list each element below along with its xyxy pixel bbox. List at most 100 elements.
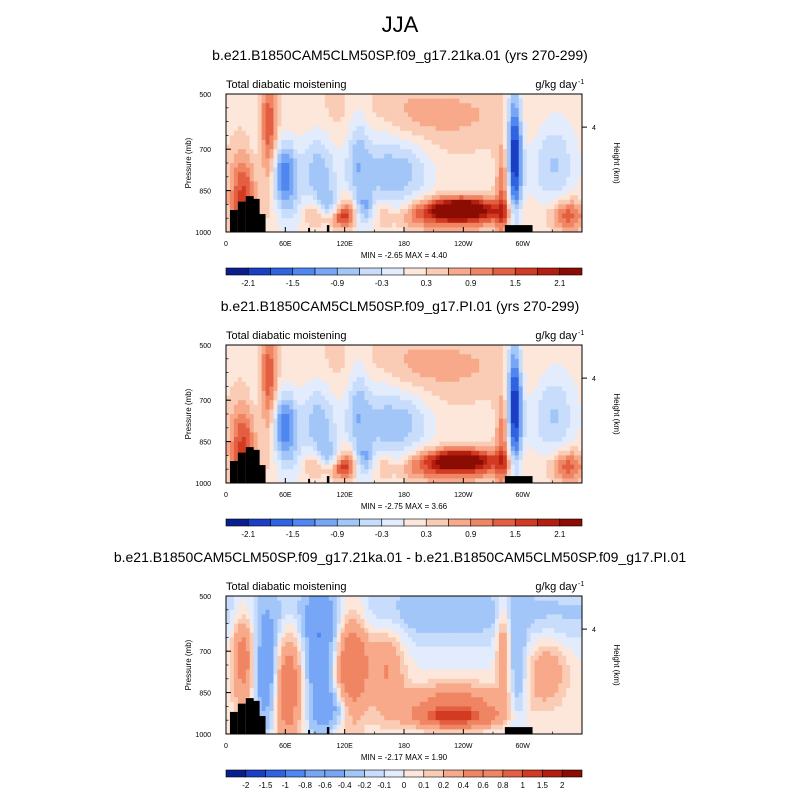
heatmap-cell (233, 414, 239, 419)
heatmap-cell (522, 199, 528, 205)
heatmap-cell (534, 158, 539, 164)
heatmap-cell (301, 94, 306, 99)
heatmap-cell (249, 163, 255, 168)
heatmap-cell (502, 372, 508, 378)
heatmap-cell (309, 172, 314, 178)
heatmap-cell (368, 149, 373, 155)
heatmap-cell (463, 363, 468, 369)
heatmap-cell (554, 126, 559, 132)
heatmap-cell (443, 372, 448, 378)
heatmap-cell (396, 112, 401, 118)
heatmap-cell (376, 107, 381, 113)
heatmap-cell (297, 441, 302, 447)
heatmap-cell (285, 473, 290, 479)
heatmap-cell (372, 163, 377, 168)
heatmap-cell (546, 222, 551, 228)
heatmap-cell (530, 181, 535, 187)
heatmap-cell (309, 209, 314, 214)
heatmap-cell (483, 218, 488, 224)
heatmap-cell (241, 358, 247, 364)
heatmap-cell (384, 400, 389, 406)
heatmap-cell (320, 363, 326, 369)
heatmap-cell (479, 222, 484, 228)
heatmap-cell (427, 363, 433, 369)
heatmap-cell (479, 409, 484, 415)
heatmap-cell (455, 418, 460, 424)
colorbar-box (292, 267, 316, 276)
heatmap-cell (554, 94, 559, 99)
heatmap-cell (313, 354, 318, 360)
heatmap-cell (324, 199, 330, 205)
heatmap-cell (368, 427, 373, 433)
heatmap-cell (407, 227, 413, 233)
heatmap-cell (273, 395, 278, 401)
heatmap-cell (340, 358, 346, 364)
heatmap-cell (368, 130, 373, 136)
heatmap-cell (578, 130, 583, 136)
heatmap-cell (226, 149, 231, 155)
heatmap-cell (348, 117, 353, 122)
heatmap-cell (364, 358, 369, 364)
heatmap-cell (336, 209, 342, 214)
heatmap-cell (423, 222, 429, 228)
heatmap-cell (514, 130, 520, 136)
heatmap-cell (502, 204, 508, 210)
heatmap-cell (340, 112, 346, 118)
heatmap-cell (309, 199, 314, 205)
heatmap-cell (384, 190, 389, 196)
heatmap-cell (522, 107, 528, 113)
heatmap-cell (407, 409, 413, 415)
heatmap-cell (368, 172, 373, 178)
heatmap-cell (404, 418, 409, 424)
heatmap-cell (471, 172, 476, 178)
heatmap-cell (269, 121, 274, 127)
heatmap-cell (253, 386, 259, 392)
heatmap-cell (368, 94, 373, 99)
heatmap-cell (277, 363, 282, 369)
heatmap-cell (435, 121, 440, 127)
heatmap-cell (498, 98, 504, 104)
heatmap-cell (360, 414, 365, 419)
heatmap-cell (427, 455, 433, 461)
heatmap-cell (538, 190, 543, 196)
heatmap-cell (380, 473, 385, 479)
heatmap-cell (455, 227, 460, 233)
heatmap-cell (506, 218, 512, 224)
heatmap-cell (494, 149, 500, 155)
heatmap-cell (336, 478, 342, 484)
heatmap-cell (566, 190, 571, 196)
heatmap-cell (514, 427, 520, 433)
heatmap-cell (491, 213, 496, 219)
heatmap-cell (526, 195, 531, 201)
heatmap-cell (277, 204, 282, 210)
heatmap-cell (356, 381, 361, 387)
heatmap-cell (344, 130, 350, 136)
heatmap-cell (265, 432, 270, 438)
heatmap-cell (491, 121, 496, 127)
heatmap-cell (344, 103, 350, 109)
heatmap-cell (451, 450, 456, 456)
heatmap-cell (435, 414, 440, 419)
heatmap-cell (419, 400, 425, 406)
heatmap-cell (471, 163, 476, 168)
heatmap-cell (494, 418, 500, 424)
heatmap-cell (411, 195, 417, 201)
heatmap-cell (384, 372, 389, 378)
heatmap-cell (344, 112, 350, 118)
heatmap-cell (241, 368, 247, 373)
heatmap-cell (233, 446, 239, 452)
heatmap-cell (356, 418, 361, 424)
heatmap-cell (356, 377, 361, 383)
heatmap-cell (368, 176, 373, 182)
heatmap-cell (570, 140, 575, 145)
heatmap-cell (332, 400, 338, 406)
heatmap-cell (530, 158, 535, 164)
heatmap-cell (320, 144, 326, 150)
heatmap-cell (336, 153, 342, 159)
heatmap-cell (518, 181, 524, 187)
heatmap-cell (427, 199, 433, 205)
heatmap-cell (289, 149, 294, 155)
heatmap-cell (455, 107, 460, 113)
heatmap-cell (305, 140, 310, 145)
heatmap-cell (249, 140, 255, 145)
